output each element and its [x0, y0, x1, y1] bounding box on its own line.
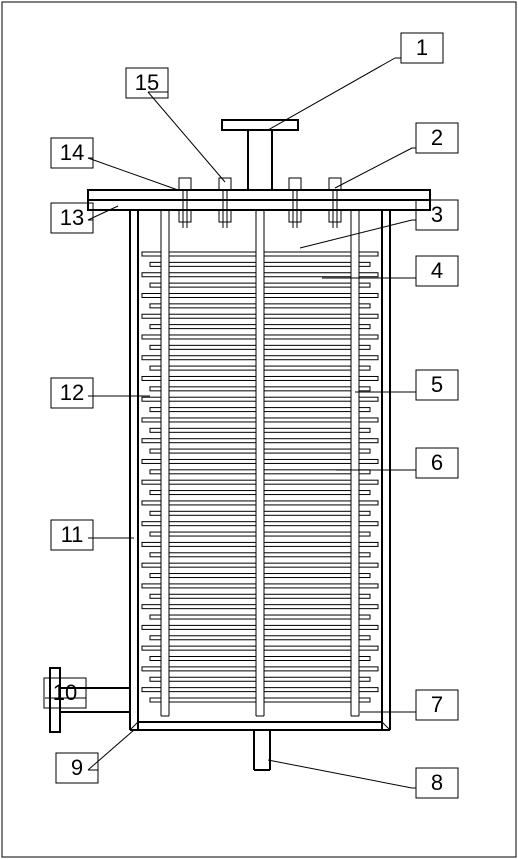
label-text-11: 11 [61, 522, 84, 547]
label-14: 14 [51, 138, 93, 168]
label-text-7: 7 [431, 692, 443, 717]
label-13: 13 [51, 203, 93, 233]
label-text-6: 6 [431, 450, 443, 475]
label-text-3: 3 [431, 202, 443, 227]
label-text-10: 10 [53, 680, 77, 705]
label-15: 15 [126, 68, 168, 98]
label-1: 1 [401, 33, 443, 63]
label-text-8: 8 [431, 770, 443, 795]
label-text-1: 1 [416, 35, 428, 60]
label-6: 6 [416, 448, 458, 478]
label-text-14: 14 [60, 140, 84, 165]
label-8: 8 [416, 768, 458, 798]
label-3: 3 [416, 200, 458, 230]
label-5: 5 [416, 370, 458, 400]
label-text-4: 4 [431, 258, 443, 283]
label-11: 11 [51, 520, 93, 550]
label-12: 12 [51, 378, 93, 408]
label-2: 2 [416, 123, 458, 153]
label-text-13: 13 [60, 205, 84, 230]
label-text-12: 12 [60, 380, 84, 405]
label-text-2: 2 [431, 125, 443, 150]
label-4: 4 [416, 256, 458, 286]
label-text-15: 15 [135, 70, 159, 95]
label-text-9: 9 [71, 755, 83, 780]
label-7: 7 [416, 690, 458, 720]
label-text-5: 5 [431, 372, 443, 397]
label-9: 9 [56, 753, 98, 783]
